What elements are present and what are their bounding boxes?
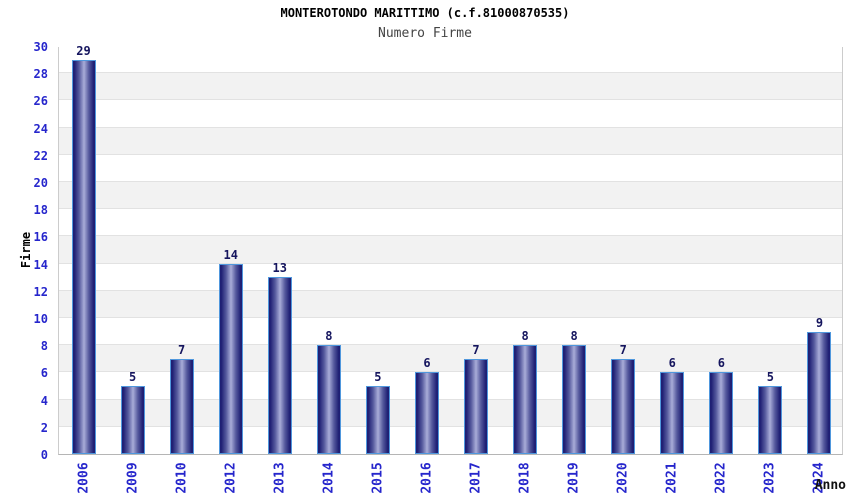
bar <box>562 345 587 454</box>
bar <box>169 358 194 454</box>
grid-line <box>59 398 842 400</box>
y-tick-label: 24 <box>33 121 48 136</box>
bar <box>316 345 341 454</box>
y-tick-label: 20 <box>33 176 48 190</box>
grid-line <box>59 235 842 237</box>
y-tick-label: 26 <box>33 94 48 109</box>
chart-title: MONTEROTONDO MARITTIMO (c.f.81000870535) <box>280 6 570 20</box>
grid-line <box>59 289 842 291</box>
x-tick-label: 2023 <box>762 462 778 494</box>
bar <box>414 372 439 454</box>
bar <box>365 386 390 454</box>
y-tick-label: 16 <box>33 230 48 245</box>
bar-value-label: 6 <box>717 356 725 371</box>
bar <box>513 345 538 454</box>
grid-band <box>59 154 842 182</box>
plot-area: 29 5 7 14 13 8 5 6 7 8 8 7 6 6 5 9 <box>58 43 843 455</box>
grid-band <box>59 290 842 318</box>
bar-value-label: 8 <box>570 329 578 344</box>
bar-value-label: 13 <box>272 261 287 276</box>
grid-band <box>59 236 842 264</box>
bar <box>611 358 636 454</box>
bar-value-label: 6 <box>423 356 431 371</box>
grid-line <box>59 181 842 182</box>
bar-value-label: 8 <box>325 329 333 344</box>
bar-value-label: 5 <box>128 370 137 384</box>
x-tick-label: 2014 <box>321 462 337 494</box>
bar <box>464 358 489 454</box>
grid-line <box>59 317 842 318</box>
bar-value-label: 7 <box>178 342 186 357</box>
x-tick-label: 2010 <box>174 462 190 494</box>
grid-line <box>59 371 842 373</box>
bar-value-label: 9 <box>815 315 824 330</box>
y-tick-label: 30 <box>33 40 48 54</box>
bar <box>660 372 685 454</box>
y-tick-label: 10 <box>33 312 48 326</box>
grid-band <box>59 263 842 291</box>
x-tick-label: 2022 <box>713 462 729 494</box>
grid-line <box>59 208 842 210</box>
grid-band <box>59 182 842 210</box>
grid-line <box>59 72 842 74</box>
x-tick-label: 2009 <box>125 462 141 494</box>
grid-band <box>59 127 842 155</box>
y-tick-label: 0 <box>40 448 48 462</box>
grid-line <box>59 262 842 264</box>
y-tick-label: 14 <box>33 257 48 272</box>
bar <box>267 277 292 454</box>
x-tick-label: 2018 <box>517 462 533 494</box>
bar-value-label: 5 <box>374 370 382 384</box>
y-tick-label: 28 <box>33 67 48 82</box>
bar-value-label: 14 <box>223 247 238 262</box>
y-tick-label: 4 <box>40 393 48 408</box>
bar <box>807 331 832 454</box>
x-tick-label: 2019 <box>566 462 582 494</box>
bar <box>709 372 734 454</box>
y-tick-label: 12 <box>33 284 48 299</box>
grid-band <box>59 209 842 237</box>
y-tick-label: 22 <box>33 148 48 163</box>
grid-line <box>59 344 842 346</box>
chart-subtitle: Numero Firme <box>378 26 472 41</box>
y-tick-label: 2 <box>40 420 48 435</box>
bar-value-label: 5 <box>766 370 775 384</box>
grid-band <box>59 73 842 101</box>
grid-line <box>59 425 842 427</box>
bar-value-label: 29 <box>76 43 91 58</box>
x-tick-label: 2012 <box>223 462 239 494</box>
grid-band <box>59 318 842 346</box>
bar-value-label: 6 <box>668 356 676 371</box>
bar-value-label: 7 <box>472 342 480 357</box>
grid-band <box>59 46 842 74</box>
bar <box>120 386 145 454</box>
bar <box>758 386 783 454</box>
x-tick-label: 2015 <box>370 462 386 494</box>
x-tick-label: 2017 <box>468 462 484 494</box>
grid-line <box>59 153 842 155</box>
x-tick-label: 2020 <box>615 462 631 494</box>
x-tick-label: 2021 <box>664 462 680 494</box>
grid-line <box>59 126 842 128</box>
x-tick-label: 2006 <box>76 462 92 494</box>
y-tick-label: 8 <box>40 339 48 354</box>
bar <box>218 263 243 454</box>
x-axis-title: Anno <box>814 478 846 493</box>
grid-band <box>59 100 842 128</box>
bar-value-label: 7 <box>619 342 627 357</box>
y-tick-label: 6 <box>40 366 48 381</box>
bar-value-label: 8 <box>521 329 529 344</box>
bar <box>71 59 96 454</box>
y-tick-label: 18 <box>33 203 48 218</box>
y-axis-title: Firme <box>19 231 33 269</box>
x-tick-label: 2016 <box>419 462 435 494</box>
grid-line <box>59 99 842 101</box>
x-tick-label: 2013 <box>272 462 288 494</box>
